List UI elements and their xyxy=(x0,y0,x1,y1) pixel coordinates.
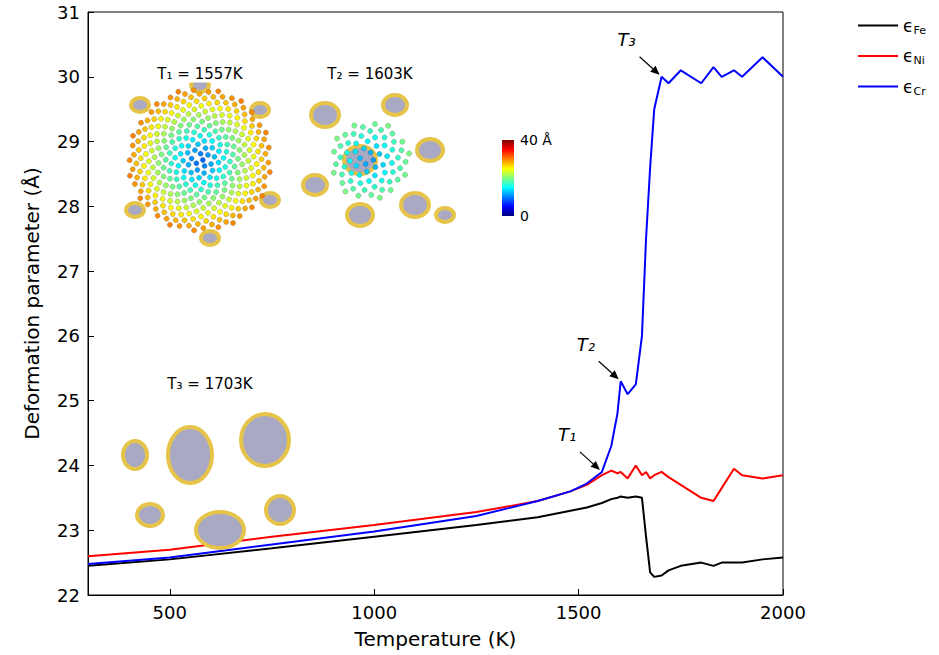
svg-text:500: 500 xyxy=(153,602,187,623)
svg-text:ϵ: ϵ xyxy=(903,77,913,97)
svg-text:T₁ = 1557K: T₁ = 1557K xyxy=(156,65,243,83)
svg-text:25: 25 xyxy=(57,390,80,411)
svg-text:27: 27 xyxy=(57,261,80,282)
svg-text:1000: 1000 xyxy=(351,602,397,623)
svg-text:Deformation parameter (Å): Deformation parameter (Å) xyxy=(20,167,44,440)
svg-text:Fe: Fe xyxy=(914,24,927,37)
svg-text:1500: 1500 xyxy=(556,602,602,623)
svg-text:0: 0 xyxy=(520,208,529,224)
svg-text:ϵ: ϵ xyxy=(903,16,913,36)
svg-text:Temperature (K): Temperature (K) xyxy=(354,627,517,651)
svg-text:30: 30 xyxy=(57,66,80,87)
svg-text:T₃ = 1703K: T₃ = 1703K xyxy=(166,375,253,393)
svg-text:Ni: Ni xyxy=(914,54,925,67)
svg-text:29: 29 xyxy=(57,131,80,152)
svg-text:T₃: T₃ xyxy=(618,29,636,50)
svg-text:T₁: T₁ xyxy=(558,424,576,445)
svg-text:24: 24 xyxy=(57,455,80,476)
svg-text:T₂: T₂ xyxy=(577,334,595,355)
svg-text:ϵ: ϵ xyxy=(903,46,913,66)
svg-text:T₂ = 1603K: T₂ = 1603K xyxy=(326,65,413,83)
svg-text:22: 22 xyxy=(57,585,80,606)
svg-text:Cr: Cr xyxy=(914,85,927,98)
svg-text:28: 28 xyxy=(57,196,80,217)
svg-text:2000: 2000 xyxy=(760,602,806,623)
svg-text:26: 26 xyxy=(57,325,80,346)
svg-text:40 Å: 40 Å xyxy=(520,132,552,148)
svg-text:31: 31 xyxy=(57,2,80,23)
svg-text:23: 23 xyxy=(57,520,80,541)
